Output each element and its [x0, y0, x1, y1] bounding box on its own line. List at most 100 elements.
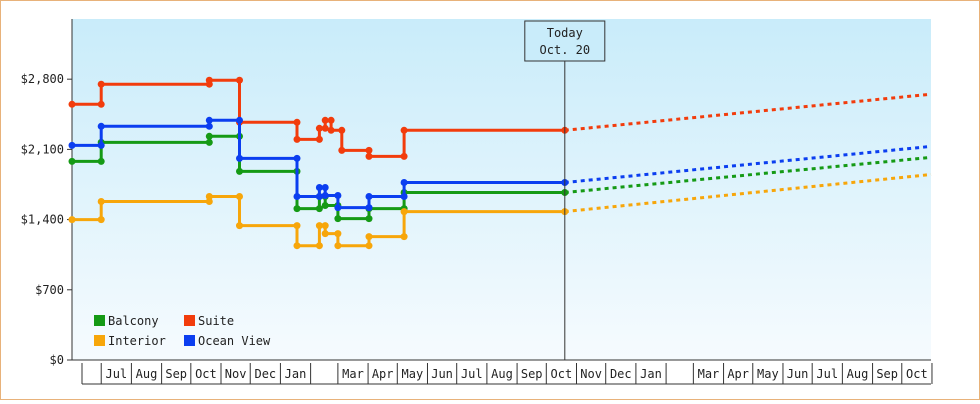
- data-point: [321, 184, 329, 191]
- data-point: [334, 192, 342, 199]
- x-tick-label: Jul: [105, 367, 127, 381]
- data-point: [338, 126, 346, 134]
- series-projection: [564, 173, 932, 214]
- x-tick-label: Oct: [551, 367, 573, 381]
- data-point: [236, 167, 243, 175]
- legend-swatch: [94, 315, 105, 326]
- data-point: [321, 116, 329, 124]
- series-projection: [564, 144, 932, 184]
- y-tick-label: $2,800: [21, 72, 64, 86]
- legend-label: Suite: [198, 314, 234, 328]
- data-point: [321, 202, 329, 209]
- x-tick-label: Dec: [254, 367, 276, 381]
- data-point: [321, 192, 329, 199]
- x-tick-label: Sep: [521, 367, 543, 381]
- data-point: [315, 184, 323, 191]
- series-projection: [564, 155, 932, 194]
- data-point: [293, 118, 301, 126]
- data-point: [365, 233, 373, 241]
- y-tick-label: $0: [50, 353, 64, 367]
- data-point: [236, 222, 243, 230]
- data-point: [400, 208, 408, 216]
- data-point: [400, 233, 408, 241]
- data-point: [321, 230, 329, 238]
- data-point: [315, 135, 323, 143]
- data-point: [315, 193, 323, 200]
- x-tick-label: Oct: [195, 367, 217, 381]
- today-label: Today: [547, 26, 583, 40]
- data-point: [97, 141, 105, 149]
- data-point: [400, 179, 408, 186]
- x-tick-label: Jan: [640, 367, 662, 381]
- x-tick-label: Jun: [787, 367, 809, 381]
- data-point: [236, 193, 243, 200]
- series-projection: [564, 92, 932, 132]
- data-point: [97, 100, 105, 108]
- x-tick-label: Sep: [165, 367, 187, 381]
- y-tick-label: $700: [35, 283, 64, 297]
- data-point: [97, 157, 105, 165]
- today-date: Oct. 20: [540, 43, 591, 57]
- data-point: [334, 215, 342, 223]
- data-point: [334, 204, 342, 212]
- legend-item-balcony: Balcony: [94, 314, 159, 328]
- x-tick-label: May: [402, 367, 424, 381]
- x-tick-label: Mar: [698, 367, 720, 381]
- data-point: [205, 138, 213, 146]
- x-tick-label: Oct: [906, 367, 928, 381]
- data-point: [321, 222, 329, 230]
- data-point: [327, 116, 335, 124]
- x-tick-label: Jul: [816, 367, 838, 381]
- data-point: [338, 146, 346, 154]
- data-point: [400, 126, 408, 134]
- x-tick-label: Apr: [727, 367, 749, 381]
- x-tick-label: Aug: [136, 367, 158, 381]
- data-point: [97, 80, 105, 88]
- data-point: [334, 242, 342, 250]
- data-point: [68, 100, 76, 108]
- data-point: [315, 124, 323, 132]
- data-point: [315, 205, 323, 213]
- data-point: [365, 242, 373, 250]
- x-tick-label: Jun: [431, 367, 453, 381]
- plot-area: [72, 19, 931, 360]
- legend-swatch: [184, 335, 195, 346]
- data-point: [68, 216, 76, 224]
- x-tick-label: Mar: [342, 367, 364, 381]
- legend-swatch: [184, 315, 195, 326]
- x-tick-label: Sep: [876, 367, 898, 381]
- y-tick-label: $1,400: [21, 213, 64, 227]
- data-point: [365, 215, 373, 223]
- x-tick-label: May: [757, 367, 779, 381]
- x-tick-label: Aug: [491, 367, 513, 381]
- data-point: [293, 242, 301, 250]
- legend-label: Interior: [108, 334, 166, 348]
- data-point: [293, 205, 301, 213]
- legend-item-suite: Suite: [184, 314, 234, 328]
- data-point: [97, 122, 105, 130]
- data-point: [293, 154, 301, 162]
- x-tick-label: Jan: [285, 367, 307, 381]
- data-point: [293, 193, 301, 200]
- data-point: [365, 204, 373, 212]
- x-tick-label: Apr: [372, 367, 394, 381]
- data-point: [334, 230, 342, 238]
- data-point: [97, 198, 105, 205]
- data-point: [236, 116, 243, 124]
- data-point: [205, 132, 213, 140]
- legend-item-interior: Interior: [94, 334, 166, 348]
- data-point: [205, 76, 213, 84]
- data-point: [315, 242, 323, 250]
- data-point: [293, 222, 301, 230]
- x-tick-label: Nov: [580, 367, 602, 381]
- series-interior: [68, 173, 932, 250]
- data-point: [68, 141, 76, 149]
- data-point: [400, 152, 408, 160]
- legend-label: Ocean View: [198, 334, 271, 348]
- data-point: [68, 157, 76, 165]
- data-point: [205, 116, 213, 124]
- today-box: [524, 20, 606, 62]
- legend-label: Balcony: [108, 314, 159, 328]
